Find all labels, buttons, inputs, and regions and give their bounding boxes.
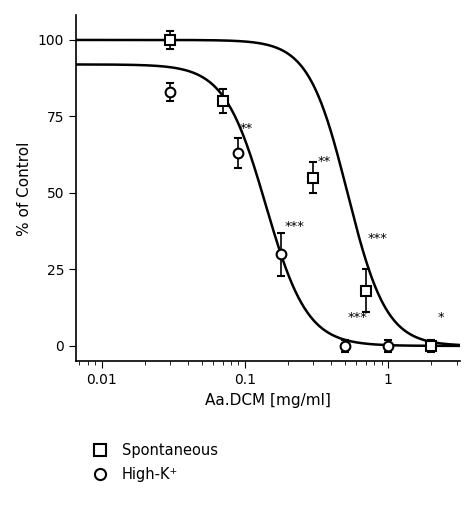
Text: ***: ***: [347, 312, 367, 325]
Text: **: **: [240, 122, 253, 135]
Text: ***: ***: [368, 232, 388, 245]
Text: *: *: [437, 312, 444, 325]
X-axis label: Aa.DCM [mg/ml]: Aa.DCM [mg/ml]: [205, 393, 331, 408]
Text: **: **: [317, 155, 330, 168]
Y-axis label: % of Control: % of Control: [17, 141, 32, 235]
Legend: Spontaneous, High-K⁺: Spontaneous, High-K⁺: [79, 438, 223, 488]
Text: ***: ***: [285, 220, 305, 233]
